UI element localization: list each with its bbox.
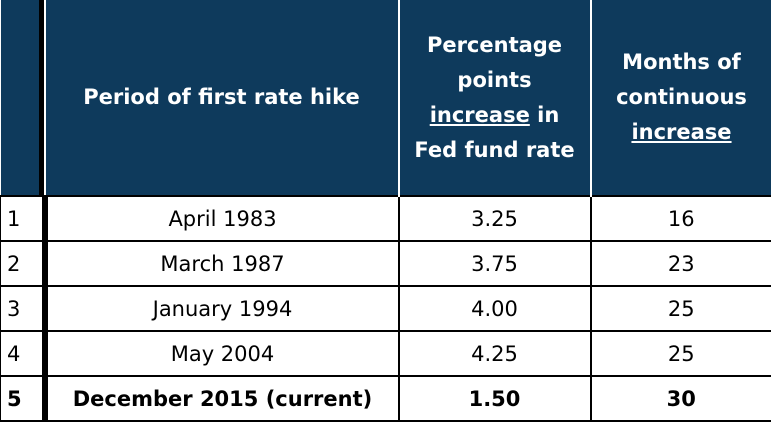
row-months: 25 — [591, 286, 771, 331]
header-months-line3-underlined: increase — [631, 120, 731, 144]
row-index: 1 — [1, 196, 45, 241]
row-pct-increase: 1.50 — [399, 376, 591, 421]
header-pct-line3-underlined: increase — [430, 103, 530, 127]
header-pct-line2: points — [457, 68, 531, 92]
table-row: 2 March 1987 3.75 23 — [1, 241, 771, 286]
row-period: March 1987 — [45, 241, 399, 286]
header-pct-line1: Percentage — [427, 33, 562, 57]
row-months: 25 — [591, 331, 771, 376]
table-row: 5 December 2015 (current) 1.50 30 — [1, 376, 771, 421]
row-period: May 2004 — [45, 331, 399, 376]
header-period-label: Period of first rate hike — [83, 85, 360, 109]
header-months-line1: Months of — [622, 50, 741, 74]
row-period: January 1994 — [45, 286, 399, 331]
row-index: 4 — [1, 331, 45, 376]
header-row: Period of first rate hike Percentage poi… — [1, 0, 771, 196]
table-body: 1 April 1983 3.25 16 2 March 1987 3.75 2… — [1, 196, 771, 421]
row-period: December 2015 (current) — [45, 376, 399, 421]
header-index-cell — [1, 0, 45, 196]
row-index: 3 — [1, 286, 45, 331]
row-pct-increase: 4.00 — [399, 286, 591, 331]
header-months-line2: continuous — [616, 85, 747, 109]
row-pct-increase: 3.25 — [399, 196, 591, 241]
row-index: 2 — [1, 241, 45, 286]
table-row: 1 April 1983 3.25 16 — [1, 196, 771, 241]
row-months: 30 — [591, 376, 771, 421]
header-pct-line3-rest: in — [530, 103, 559, 127]
row-months: 23 — [591, 241, 771, 286]
header-months-increase: Months of continuous increase — [591, 0, 771, 196]
table-row: 3 January 1994 4.00 25 — [1, 286, 771, 331]
header-period: Period of first rate hike — [45, 0, 399, 196]
table-row: 4 May 2004 4.25 25 — [1, 331, 771, 376]
row-pct-increase: 4.25 — [399, 331, 591, 376]
row-months: 16 — [591, 196, 771, 241]
row-period: April 1983 — [45, 196, 399, 241]
row-index: 5 — [1, 376, 45, 421]
header-pct-increase: Percentage points increase in Fed fund r… — [399, 0, 591, 196]
table-header: Period of first rate hike Percentage poi… — [1, 0, 771, 196]
row-pct-increase: 3.75 — [399, 241, 591, 286]
header-pct-line4: Fed fund rate — [414, 138, 574, 162]
